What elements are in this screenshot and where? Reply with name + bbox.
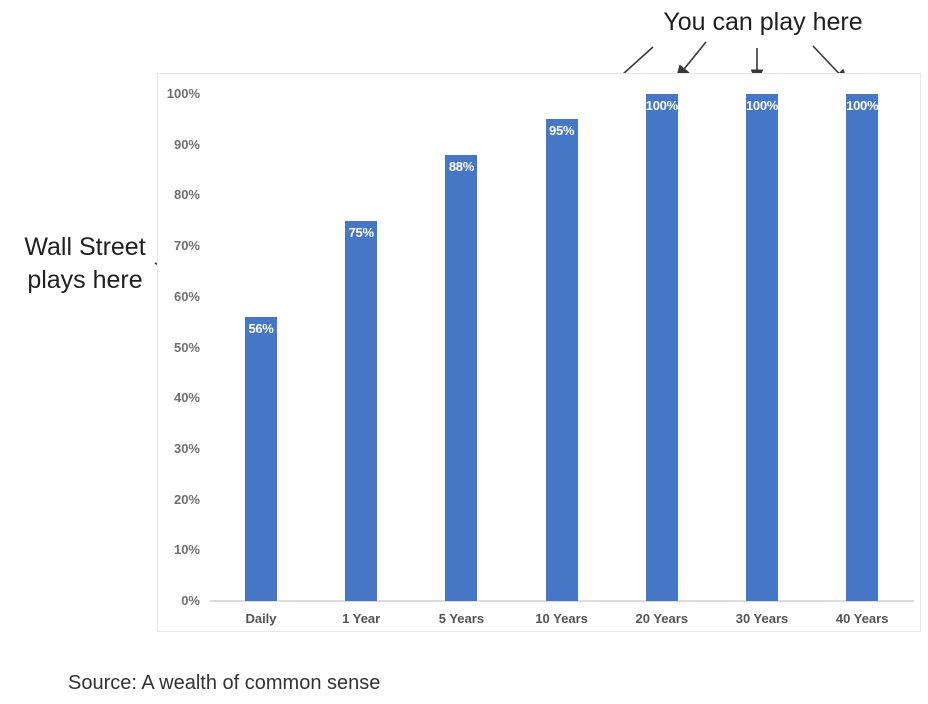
source-text: Source: A wealth of common sense: [68, 672, 381, 694]
bar-value-label: 75%: [348, 224, 374, 240]
chart-frame: 0% 10% 20% 30% 40% 50% 60% 70% 80% 90% 100% 56% 75%…: [157, 73, 921, 632]
x-axis-line: [210, 600, 914, 602]
x-axis-label: 20 Years: [635, 611, 689, 626]
bar-value-label: 100%: [746, 98, 779, 113]
bar-value-label: 100%: [846, 98, 879, 113]
y-tick-label: 80%: [173, 187, 200, 203]
bar-1-year: 75%: [345, 220, 378, 601]
x-axis-label: 30 Years: [735, 611, 789, 626]
annotation-you-can-play-here: You can play here: [663, 8, 863, 36]
bar-10-years: 95%: [545, 119, 578, 601]
bar-40-years: 100%: [846, 94, 879, 601]
bar-20-years: 100%: [645, 94, 678, 601]
annotation-wall-street-plays-here: Wall Street plays here: [24, 233, 146, 294]
y-tick-label: 60%: [173, 288, 200, 304]
y-tick-label: 0%: [181, 593, 200, 608]
y-tick-label: 20%: [173, 491, 200, 507]
bar-5-years: 88%: [445, 154, 478, 601]
bar-daily: 56%: [245, 317, 277, 601]
y-tick-label: 100%: [166, 86, 200, 101]
y-tick-label: 90%: [173, 136, 200, 152]
bar-30-years: 100%: [746, 94, 778, 601]
bar-value-label: 95%: [549, 123, 575, 139]
bar-value-label: 100%: [645, 98, 678, 113]
x-axis-label: Daily: [245, 611, 277, 626]
x-axis-label: 1 Year: [342, 611, 381, 626]
y-tick-label: 70%: [173, 238, 200, 254]
x-axis-label: 10 Years: [535, 611, 588, 626]
y-tick-label: 30%: [173, 440, 200, 456]
y-tick-label: 40%: [173, 390, 200, 406]
bar-value-label: 88%: [448, 158, 474, 174]
bar-value-label: 56%: [248, 321, 274, 337]
x-axis-label: 5 Years: [438, 611, 485, 626]
y-tick-label: 10%: [173, 542, 200, 558]
x-axis-label: 40 Years: [835, 611, 889, 626]
y-tick-label: 50%: [173, 339, 200, 355]
